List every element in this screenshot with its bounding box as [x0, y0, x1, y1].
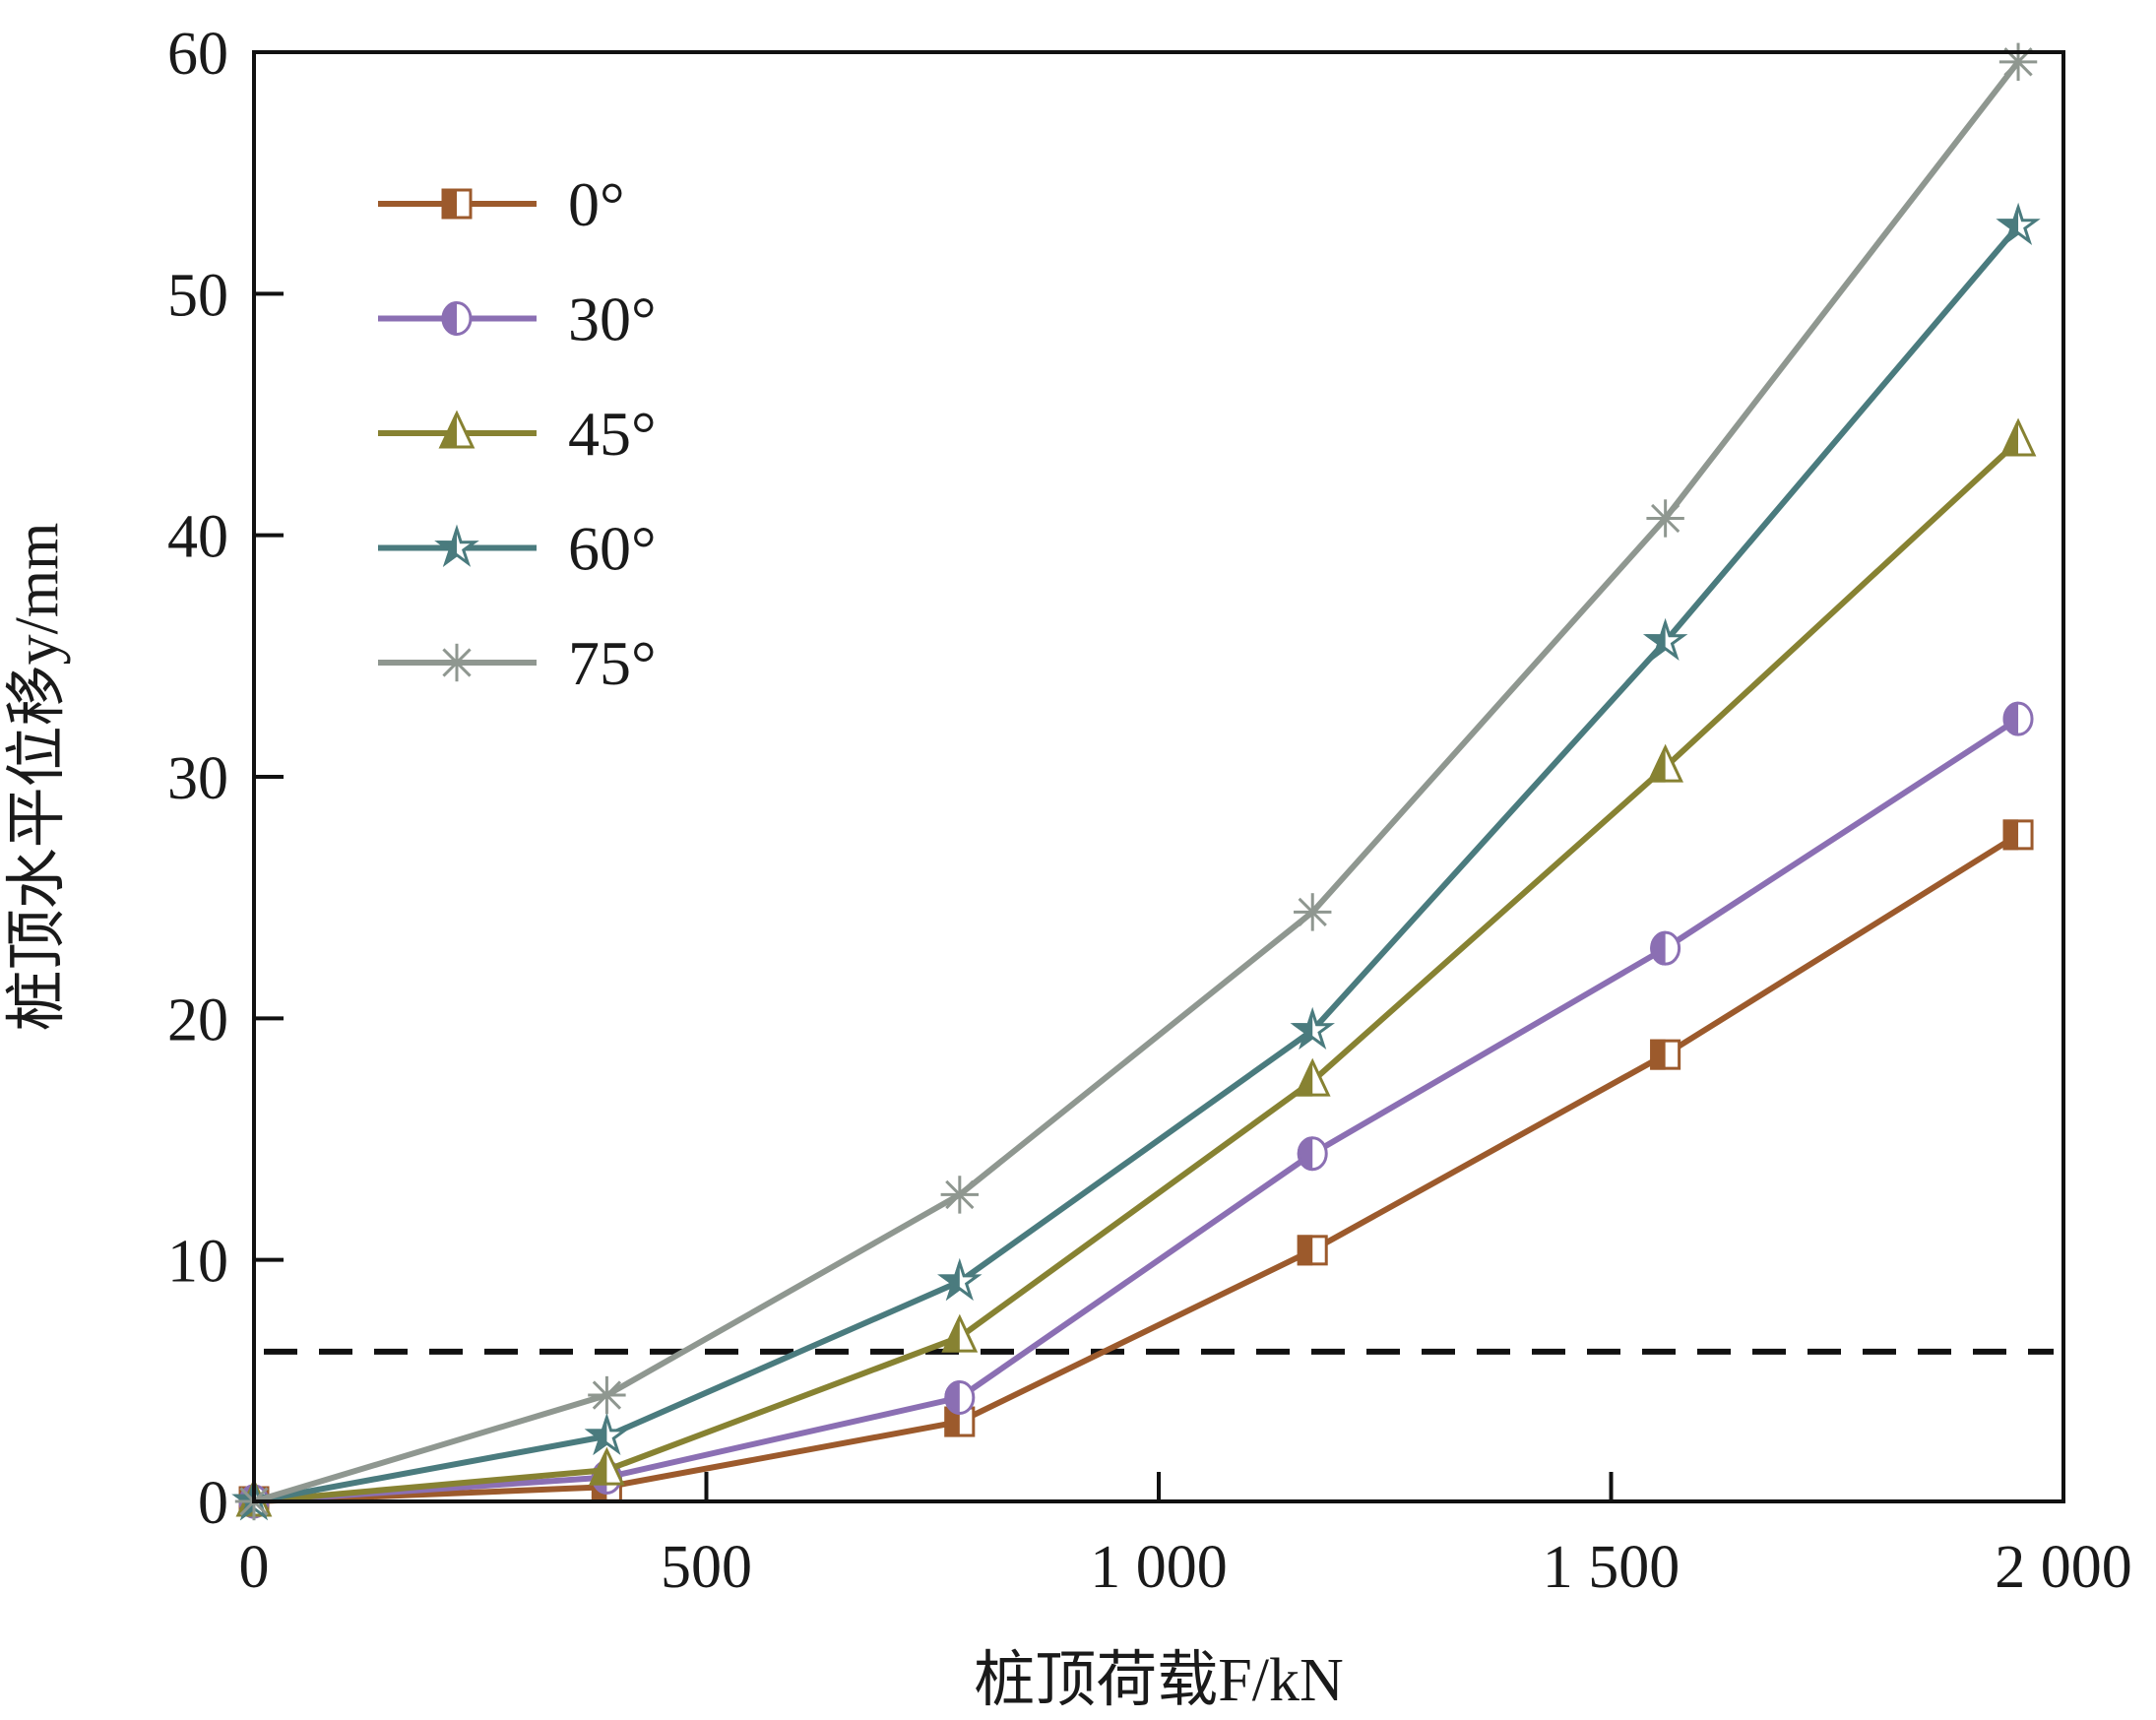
x-tick-label: 2 000 — [1995, 1534, 2132, 1601]
legend-label: 30° — [568, 285, 657, 354]
marker-asterisk — [437, 643, 476, 682]
marker-asterisk — [588, 1375, 626, 1415]
marker-circle-half — [944, 1380, 976, 1416]
marker-asterisk — [940, 1176, 980, 1214]
asterisk-stroke — [1298, 897, 1327, 927]
series-3 — [231, 202, 2041, 1521]
square-marker — [1650, 1039, 1666, 1070]
legend-item: 30° — [378, 285, 657, 354]
x-tick-label: 1 000 — [1090, 1534, 1228, 1601]
x-tick-label: 500 — [661, 1534, 752, 1601]
star-marker — [1645, 621, 1666, 661]
marker-asterisk — [1294, 893, 1332, 931]
square-marker — [2002, 819, 2019, 851]
asterisk-stroke — [442, 648, 472, 677]
series-0 — [238, 819, 2034, 1517]
marker-square-half — [441, 188, 473, 220]
y-tick-label: 60 — [167, 21, 228, 88]
triangle-marker — [438, 414, 457, 449]
plot-frame — [252, 50, 2065, 1503]
series-line — [253, 438, 2021, 1504]
legend-item: 60° — [378, 514, 657, 584]
marker-star-half — [434, 524, 479, 567]
marker-asterisk — [1998, 42, 2038, 82]
star-marker — [939, 1261, 960, 1302]
legend-label: 75° — [568, 628, 657, 698]
legend-label: 0° — [568, 169, 625, 239]
marker-star-half — [1642, 617, 1688, 661]
legend-item: 45° — [378, 399, 657, 469]
marker-star-half — [937, 1257, 983, 1302]
marker-triangle-half — [438, 410, 476, 449]
square-marker — [1297, 1235, 1313, 1266]
marker-square-half — [1650, 1039, 1681, 1070]
marker-circle-half — [1650, 930, 1681, 966]
y-tick-label: 10 — [167, 1229, 228, 1296]
y-tick-label: 50 — [167, 262, 228, 329]
star-marker — [587, 1416, 607, 1456]
marker-star-half — [584, 1412, 630, 1456]
x-axis-label: 桩顶荷载F/kN — [974, 1647, 1343, 1714]
y-tick-label: 30 — [167, 745, 228, 812]
marker-asterisk — [1646, 499, 1684, 538]
circle-marker — [1650, 930, 1666, 966]
square-marker — [441, 188, 457, 220]
x-tick-label: 1 500 — [1543, 1534, 1680, 1601]
y-tick-label: 20 — [167, 987, 228, 1053]
star-marker — [437, 528, 457, 567]
y-axis-label: 桩顶水平位移y/mm — [4, 523, 71, 1032]
asterisk-stroke — [945, 1179, 975, 1210]
circle-marker — [441, 301, 457, 336]
marker-circle-half — [1297, 1136, 1328, 1172]
marker-circle-half — [441, 301, 473, 336]
marker-triangle-half — [1647, 743, 1684, 783]
marker-square-half — [1297, 1235, 1328, 1266]
marker-triangle-half — [1999, 417, 2037, 457]
star-marker — [1998, 206, 2019, 245]
marker-square-half — [2002, 819, 2034, 851]
triangle-marker — [941, 1317, 960, 1353]
triangle-marker — [1999, 420, 2019, 457]
legend-item: 0° — [378, 169, 625, 239]
legend-item: 75° — [378, 628, 657, 698]
marker-triangle-half — [941, 1313, 979, 1353]
marker-circle-half — [2002, 701, 2034, 736]
triangle-marker — [589, 1450, 607, 1486]
circle-marker — [1297, 1136, 1313, 1172]
series-line — [253, 223, 2021, 1504]
legend-label: 60° — [568, 514, 657, 584]
asterisk-stroke — [1651, 503, 1680, 534]
star-marker — [1293, 1010, 1313, 1050]
asterisk-stroke — [592, 1380, 622, 1410]
legend: 0° 30° 45° 60° 75° — [378, 169, 657, 698]
series-line — [253, 716, 2020, 1504]
marker-star-half — [1996, 202, 2041, 246]
legend-label: 45° — [568, 399, 657, 469]
series-4 — [234, 42, 2038, 1521]
series-1 — [238, 701, 2034, 1519]
marker-star-half — [1290, 1006, 1335, 1050]
series-line — [253, 832, 2020, 1504]
y-tick-label: 40 — [167, 504, 228, 571]
marker-triangle-half — [589, 1446, 625, 1486]
square-marker — [944, 1406, 960, 1437]
triangle-marker — [1647, 747, 1666, 783]
circle-marker — [944, 1380, 960, 1416]
triangle-marker — [1294, 1061, 1313, 1097]
circle-marker — [2002, 701, 2019, 736]
marker-triangle-half — [1294, 1057, 1331, 1097]
star-marker — [234, 1482, 254, 1521]
y-tick-label: 0 — [198, 1470, 228, 1537]
x-tick-label: 0 — [239, 1534, 270, 1601]
series-line — [253, 59, 2021, 1504]
